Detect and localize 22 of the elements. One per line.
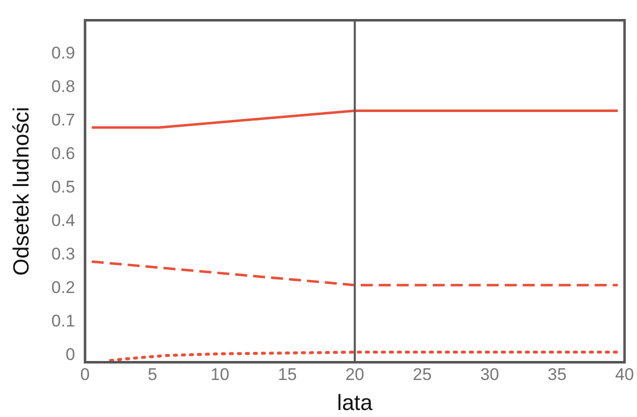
y-tick-label: 0.3: [51, 244, 76, 264]
x-tick-label: 30: [480, 365, 500, 384]
y-tick-label: 0.8: [51, 76, 76, 96]
x-tick-label: 10: [210, 365, 230, 384]
line-series: [109, 350, 620, 362]
x-tick-label: 25: [412, 365, 432, 384]
x-tick-label: 15: [278, 365, 297, 384]
y-tick-label: 0.1: [51, 312, 76, 331]
x-tick-label: 20: [345, 365, 364, 384]
y-tick-label: 0.2: [51, 278, 76, 298]
y-tick-label: 0: [66, 345, 76, 364]
y-tick-label: 0.4: [51, 211, 76, 230]
y-tick-label: 0.6: [51, 144, 76, 164]
y-tick-label: 0.9: [51, 43, 76, 62]
y-axis-title: Odsetek ludności: [8, 106, 34, 276]
x-tick-label: 5: [148, 365, 158, 384]
x-tick-label: 0: [80, 365, 90, 384]
x-tick-label: 35: [548, 365, 567, 384]
x-axis-title: lata: [337, 390, 374, 415]
y-tick-label: 0.7: [51, 110, 76, 130]
y-tick-label: 0.5: [51, 178, 76, 197]
x-tick-label: 40: [615, 365, 634, 384]
